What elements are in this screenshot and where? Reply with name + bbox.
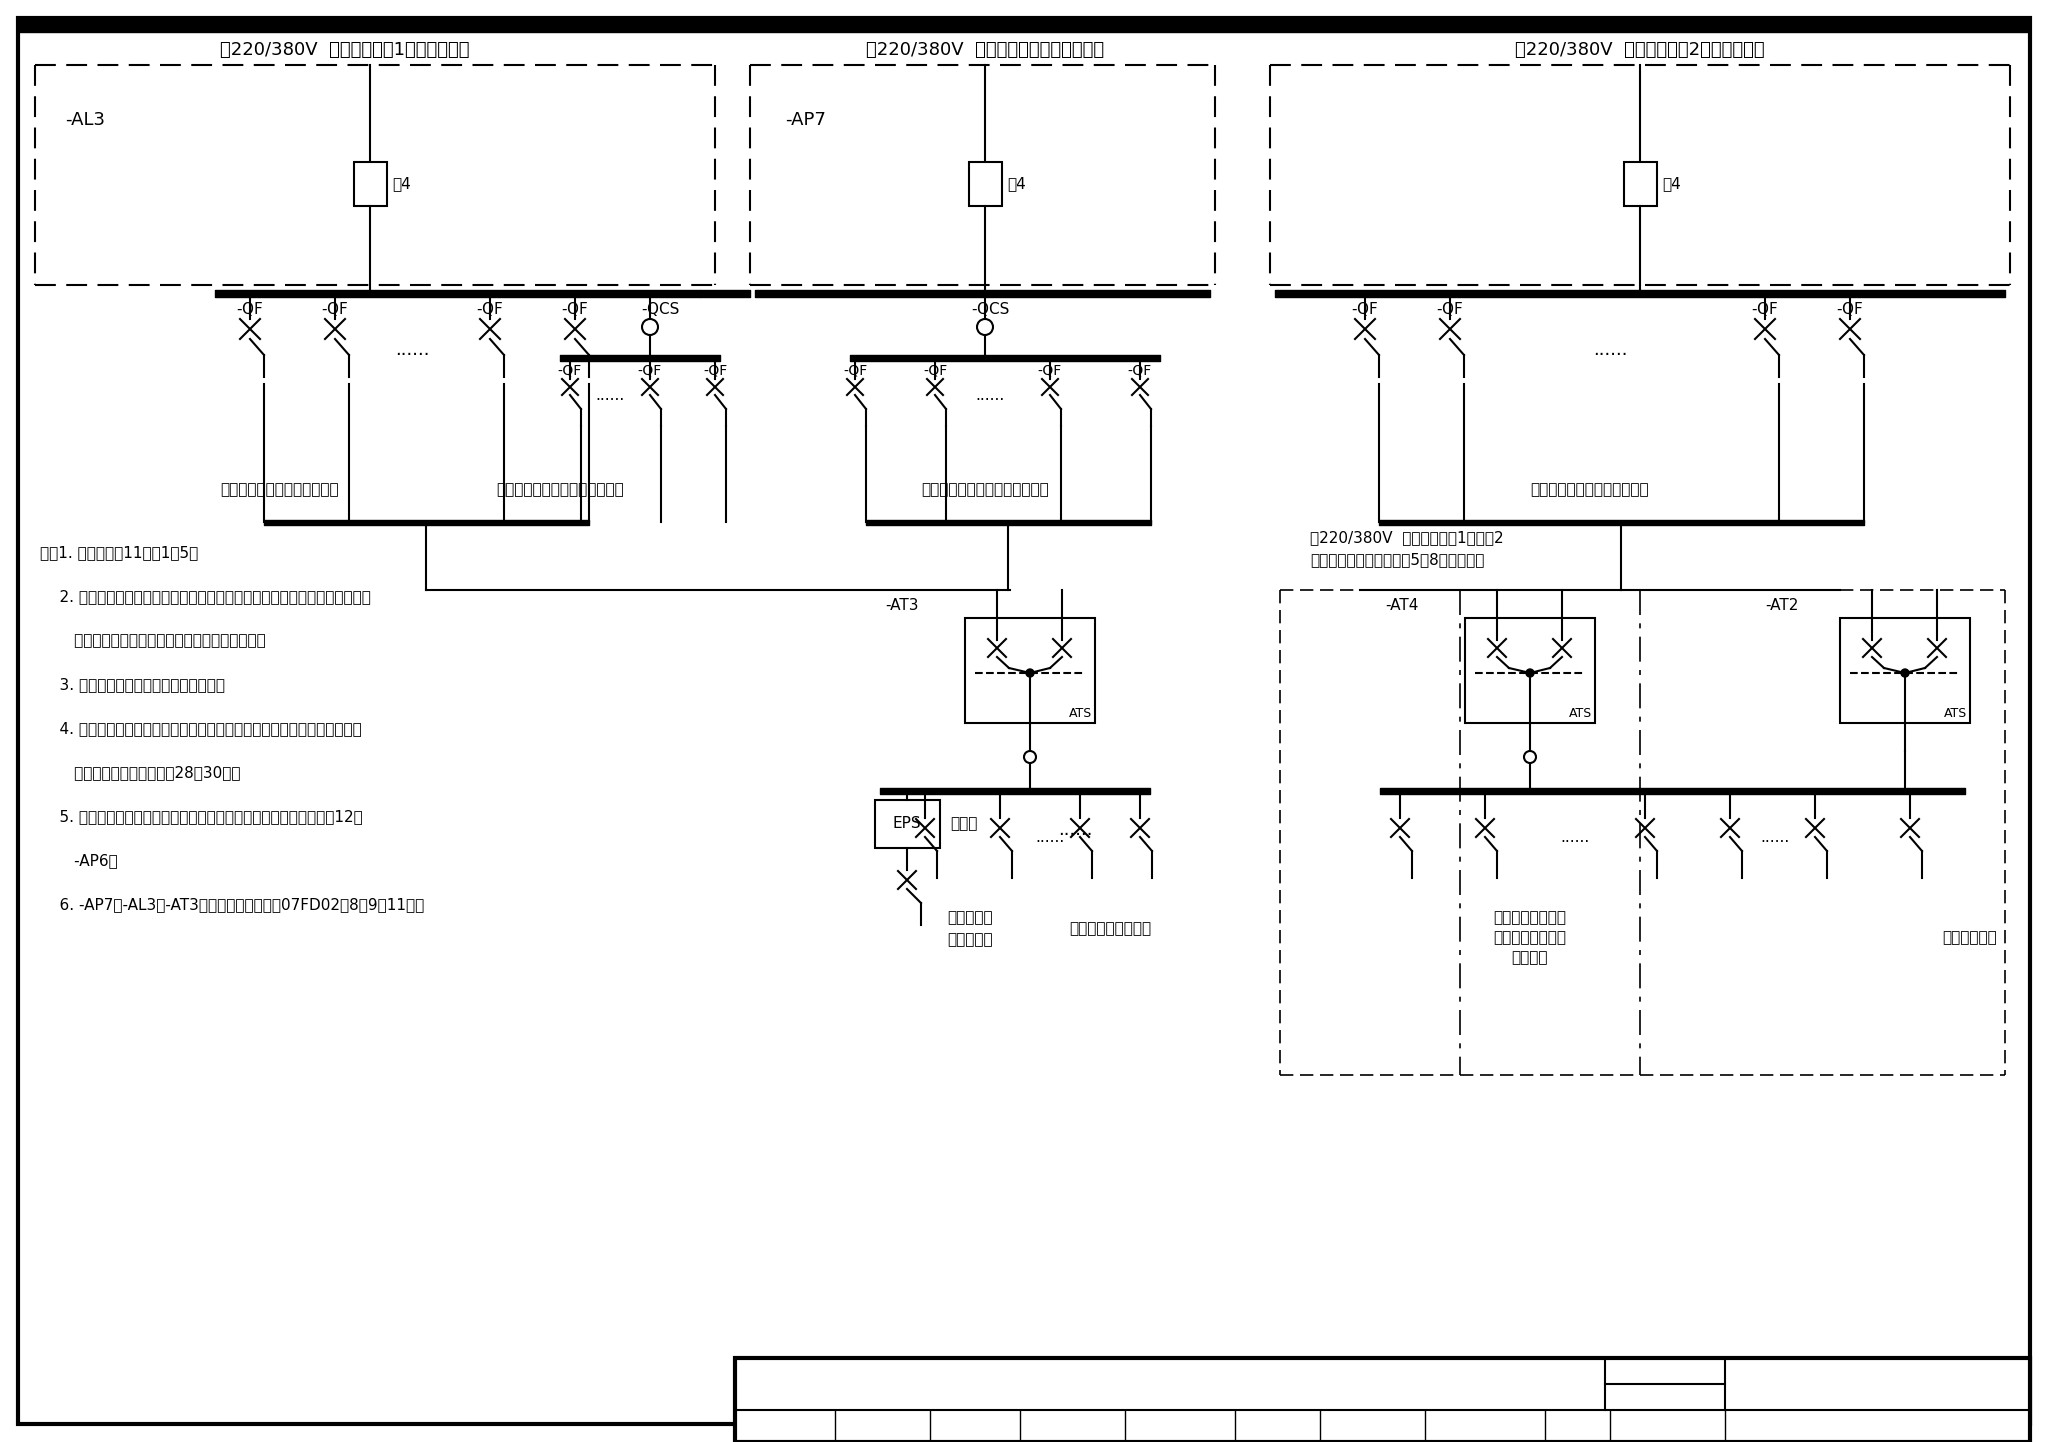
Text: -AT3: -AT3	[885, 598, 918, 613]
Text: 注4: 注4	[391, 176, 412, 192]
Text: -AP7: -AP7	[784, 111, 825, 128]
Text: ......: ......	[395, 340, 430, 359]
Text: -QF: -QF	[924, 363, 946, 378]
Bar	[735, 1358, 2030, 1442]
Text: ATS: ATS	[1569, 707, 1591, 720]
Bar	[874, 800, 940, 848]
Text: -AT4: -AT4	[1384, 598, 1419, 613]
Text: 孙兰: 孙兰	[874, 1419, 893, 1433]
Text: -QF: -QF	[1128, 363, 1153, 378]
Text: 5. 照明、动力混合计量的防空地下室工程，供电系统参见本图集第12页: 5. 照明、动力混合计量的防空地下室工程，供电系统参见本图集第12页	[41, 809, 362, 823]
Text: 平时用: 平时用	[950, 816, 977, 832]
Text: 战时及平时应急照明: 战时及平时应急照明	[1069, 921, 1151, 936]
Bar	[1464, 619, 1595, 722]
Text: 消防专用供电回路（见第5～8页索引表）: 消防专用供电回路（见第5～8页索引表）	[1311, 552, 1485, 567]
Text: 李立晓: 李立晓	[1059, 1419, 1087, 1433]
Text: EPS: EPS	[893, 816, 922, 832]
Text: 3. 战时应急照明宜利用平时应急照明。: 3. 战时应急照明宜利用平时应急照明。	[41, 676, 225, 692]
Text: 一个防护单元供电系统示意图（五）: 一个防护单元供电系统示意图（五）	[1044, 1371, 1284, 1396]
Text: 注4: 注4	[1008, 176, 1026, 192]
Text: 消防用电设备: 消防用电设备	[1944, 930, 1997, 946]
Text: -QF: -QF	[1038, 363, 1063, 378]
Text: 2. 战时自备电源为柴油发电机组。自备电源仅为战时一级、二级负荷供电，: 2. 战时自备电源为柴油发电机组。自备电源仅为战时一级、二级负荷供电，	[41, 588, 371, 604]
Circle shape	[1526, 669, 1534, 676]
Circle shape	[1024, 751, 1036, 763]
Text: 战时一、二级负荷: 战时一、二级负荷	[1493, 910, 1567, 926]
Text: 审核: 审核	[776, 1419, 795, 1433]
Text: 07FD01: 07FD01	[1630, 1387, 1700, 1405]
Text: ......: ......	[1761, 831, 1790, 845]
Text: -QF: -QF	[844, 363, 866, 378]
Circle shape	[641, 319, 657, 335]
Text: ATS: ATS	[1944, 707, 1966, 720]
Bar	[1839, 619, 1970, 722]
Text: ......: ......	[1057, 820, 1092, 839]
Text: 6. -AP7、-AL3、-AT3柜（箱）布置图参见07FD02第8、9、11页。: 6. -AP7、-AL3、-AT3柜（箱）布置图参见07FD02第8、9、11页…	[41, 897, 424, 911]
Bar	[354, 162, 387, 206]
Text: -QF: -QF	[238, 303, 264, 317]
Text: 战时三级负荷、平时照明负荷: 战时三级负荷、平时照明负荷	[221, 483, 340, 497]
Circle shape	[977, 319, 993, 335]
Text: 疏散标志灯: 疏散标志灯	[946, 933, 993, 947]
Text: 战时一、二级负荷（照明负荷）: 战时一、二级负荷（照明负荷）	[496, 483, 625, 497]
Text: -QF: -QF	[557, 363, 582, 378]
Text: 香引哇: 香引哇	[1165, 1419, 1194, 1433]
Text: -QF: -QF	[322, 303, 348, 317]
Text: ......: ......	[1561, 831, 1589, 845]
Text: -QF: -QF	[561, 303, 588, 317]
Text: 动力负荷: 动力负荷	[1511, 950, 1548, 966]
Bar	[969, 162, 1001, 206]
Text: （签名）: （签名）	[1468, 1419, 1505, 1433]
Text: -QF: -QF	[477, 303, 504, 317]
Text: 4. 平时电力系统电源、战时自备电源进线开关器件由设计人员依据供电系: 4. 平时电力系统电源、战时自备电源进线开关器件由设计人员依据供电系	[41, 721, 362, 735]
Text: ATS: ATS	[1069, 707, 1092, 720]
Circle shape	[1901, 669, 1909, 676]
Text: -QF: -QF	[1352, 303, 1378, 317]
Text: ～220/380V  自备电源（柴油电发机组）: ～220/380V 自备电源（柴油电发机组）	[866, 40, 1104, 59]
Text: 校对: 校对	[967, 1419, 985, 1433]
Text: -QF: -QF	[1837, 303, 1864, 317]
Text: 图集号: 图集号	[1653, 1366, 1677, 1379]
Text: 设计: 设计	[1270, 1419, 1286, 1433]
Text: ～220/380V  电力系统电源2（动力电源）: ～220/380V 电力系统电源2（动力电源）	[1516, 40, 1765, 59]
Text: 柴油发电机组启动及供电时间应满足战时要求。: 柴油发电机组启动及供电时间应满足战时要求。	[41, 633, 266, 647]
Circle shape	[1026, 669, 1034, 676]
Text: -AP6。: -AP6。	[41, 854, 117, 868]
Text: -QF: -QF	[637, 363, 662, 378]
Text: -QF: -QF	[1436, 303, 1464, 317]
Bar	[1624, 162, 1657, 206]
Text: 统确定，示例见本图集第28～30页。: 统确定，示例见本图集第28～30页。	[41, 766, 240, 780]
Text: ......: ......	[975, 388, 1006, 402]
Text: 平时、消防均用的: 平时、消防均用的	[1493, 930, 1567, 946]
Text: 13: 13	[1659, 1419, 1677, 1433]
Text: 注4: 注4	[1663, 176, 1681, 192]
Text: ～220/380V  电力系统电源1（照明电源）: ～220/380V 电力系统电源1（照明电源）	[221, 40, 469, 59]
Text: 徐学民: 徐学民	[1360, 1419, 1386, 1433]
Text: -QCS: -QCS	[971, 303, 1010, 317]
Text: -QCS: -QCS	[641, 303, 680, 317]
Text: ......: ......	[1036, 831, 1065, 845]
Text: -QF: -QF	[702, 363, 727, 378]
Text: 战时一、二级负荷（动力负荷）: 战时一、二级负荷（动力负荷）	[922, 483, 1049, 497]
Bar	[965, 619, 1096, 722]
Text: 战时及平时: 战时及平时	[946, 910, 993, 926]
Text: ......: ......	[596, 388, 625, 402]
Text: 页: 页	[1573, 1419, 1583, 1433]
Text: -AT2: -AT2	[1765, 598, 1798, 613]
Text: 注：1. 同本图集第11页注1～5。: 注：1. 同本图集第11页注1～5。	[41, 545, 199, 559]
Text: -AL3: -AL3	[66, 111, 104, 128]
Text: ......: ......	[1593, 340, 1628, 359]
Text: -QF: -QF	[1751, 303, 1778, 317]
Text: ～220/380V  电力系统电源1、电源2: ～220/380V 电力系统电源1、电源2	[1311, 531, 1503, 545]
Circle shape	[1524, 751, 1536, 763]
Text: 战时三级负荷、平时动力负荷: 战时三级负荷、平时动力负荷	[1530, 483, 1649, 497]
